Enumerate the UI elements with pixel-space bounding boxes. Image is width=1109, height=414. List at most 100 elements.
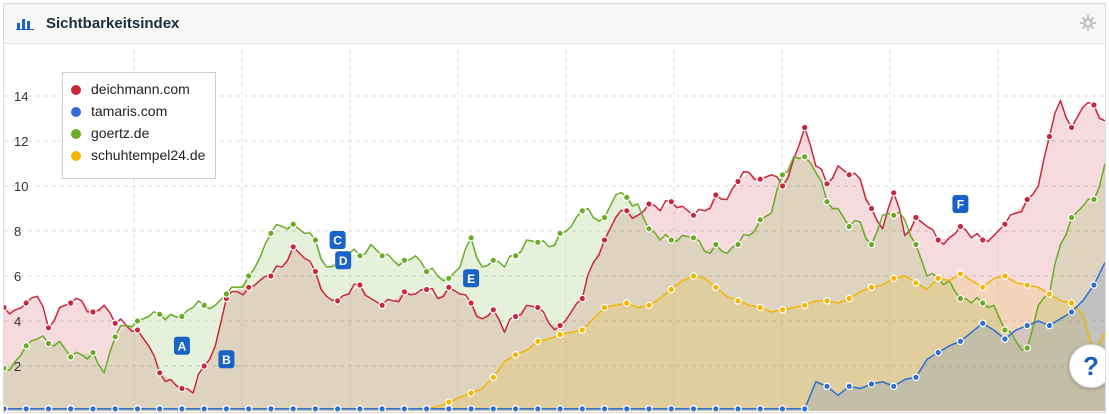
data-point <box>667 236 676 244</box>
y-tick-label: 6 <box>14 269 21 284</box>
data-point <box>356 405 364 412</box>
data-point <box>467 299 475 307</box>
data-point <box>133 317 142 325</box>
data-point <box>1090 281 1098 289</box>
event-marker-box <box>463 269 480 288</box>
data-point <box>44 339 53 348</box>
data-point <box>578 326 587 334</box>
data-point <box>845 222 854 231</box>
data-point <box>934 348 943 357</box>
y-tick-label: 2 <box>14 359 21 374</box>
data-point <box>912 373 920 382</box>
data-point <box>556 330 564 339</box>
data-point <box>178 405 186 412</box>
data-point <box>645 200 653 208</box>
data-point <box>89 348 97 357</box>
data-point <box>823 197 831 206</box>
data-point <box>1023 195 1032 204</box>
data-point <box>378 252 386 260</box>
data-point <box>912 279 920 287</box>
data-point <box>1090 195 1098 204</box>
data-point <box>378 405 386 412</box>
data-point <box>155 368 164 377</box>
data-point <box>511 405 520 412</box>
data-point <box>489 373 498 382</box>
data-point <box>867 283 876 292</box>
data-point <box>689 234 698 242</box>
data-point <box>1090 101 1098 109</box>
data-point <box>667 197 676 206</box>
y-tick-label: 14 <box>14 89 28 104</box>
data-point <box>244 283 253 292</box>
data-point <box>623 405 631 412</box>
data-point <box>845 171 854 179</box>
data-point <box>912 240 920 249</box>
data-point <box>778 182 787 190</box>
legend-item-deichmann[interactable]: deichmann.com <box>71 79 190 99</box>
event-marker-label: A <box>178 339 187 353</box>
data-point <box>400 288 409 296</box>
data-point <box>600 213 609 222</box>
data-point <box>311 405 320 412</box>
data-point <box>978 299 987 307</box>
data-point <box>111 332 120 341</box>
data-point <box>734 177 742 186</box>
data-point <box>289 220 298 229</box>
data-point <box>155 405 164 412</box>
data-point <box>889 382 898 391</box>
data-point <box>155 310 164 319</box>
data-point <box>1001 326 1009 334</box>
data-point <box>534 405 542 412</box>
data-point <box>600 405 609 412</box>
data-point <box>556 405 564 412</box>
data-point <box>267 405 275 412</box>
data-point <box>445 405 453 412</box>
data-point <box>133 405 142 412</box>
data-point <box>978 319 987 328</box>
data-point <box>956 337 965 346</box>
data-point <box>1067 308 1076 316</box>
gear-icon[interactable] <box>1080 15 1096 31</box>
data-point <box>467 389 475 397</box>
data-point <box>289 405 297 412</box>
data-point <box>889 189 898 197</box>
data-point <box>444 283 453 292</box>
data-point <box>556 229 564 238</box>
data-point <box>422 285 431 294</box>
data-point <box>622 207 631 215</box>
data-point <box>845 382 854 391</box>
data-point <box>578 294 587 303</box>
line-2 <box>4 155 1105 374</box>
data-point <box>889 274 898 283</box>
data-point <box>66 405 75 412</box>
data-point <box>889 211 898 220</box>
legend-item-goertz[interactable]: goertz.de <box>71 123 149 143</box>
legend-label-deichmann: deichmann.com <box>91 81 190 97</box>
data-point <box>689 272 698 280</box>
data-point <box>1045 321 1054 330</box>
legend-item-schuhtempel[interactable]: schuhtempel24.de <box>71 145 205 165</box>
data-point <box>111 405 119 412</box>
data-point <box>1001 272 1009 280</box>
data-point <box>4 405 8 412</box>
help-button[interactable]: ? <box>1069 344 1105 388</box>
legend-item-tamaris[interactable]: tamaris.com <box>71 101 167 121</box>
data-point <box>422 405 431 412</box>
data-point <box>756 405 764 412</box>
event-marker-c: C <box>329 231 346 249</box>
data-point <box>4 364 8 373</box>
data-point <box>489 305 498 314</box>
data-point <box>778 405 787 412</box>
data-point <box>22 405 30 412</box>
event-marker-label: E <box>467 272 475 286</box>
data-point <box>667 285 676 294</box>
data-point <box>689 405 698 412</box>
data-point <box>823 180 831 188</box>
event-marker-f: F <box>952 195 969 213</box>
data-point <box>4 303 8 312</box>
data-point <box>356 252 364 260</box>
data-point <box>533 337 542 346</box>
data-point <box>333 405 342 412</box>
data-point <box>578 405 587 412</box>
event-marker-a: A <box>173 336 190 355</box>
